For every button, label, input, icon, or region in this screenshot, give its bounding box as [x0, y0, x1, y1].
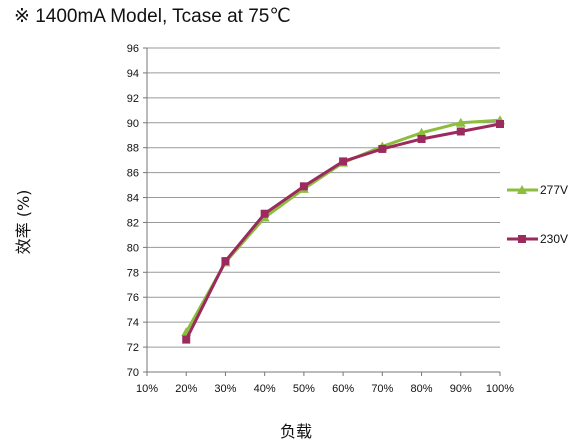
y-tick-label: 76 — [127, 292, 139, 304]
x-tick-label: 70% — [371, 383, 393, 395]
data-point — [299, 182, 308, 191]
legend: 277V 230V — [507, 183, 568, 246]
legend-item-230V: 230V — [507, 232, 568, 246]
x-tick-label: 100% — [486, 383, 514, 395]
legend-label: 230V — [540, 232, 568, 246]
x-tick-label: 30% — [214, 383, 236, 395]
y-tick-label: 86 — [127, 168, 139, 180]
x-tick-label: 20% — [175, 383, 197, 395]
y-tick-label: 74 — [127, 317, 139, 329]
x-tick-label: 50% — [293, 383, 315, 395]
legend-item-277V: 277V — [507, 183, 568, 197]
y-axis-label: 效率 (%) — [14, 189, 33, 255]
data-point — [182, 335, 191, 344]
legend-label: 277V — [540, 183, 568, 197]
data-point — [260, 209, 269, 218]
y-tick-label: 88 — [127, 143, 139, 155]
y-tick-labels: 70 72 74 76 78 80 82 84 86 88 90 92 94 96 — [127, 43, 139, 379]
x-tick-labels: 10% 20% 30% 40% 50% 60% 70% 80% 90% 100% — [136, 383, 514, 395]
x-axis-label: 负载 — [280, 422, 313, 441]
data-point — [455, 117, 466, 127]
axes — [143, 47, 501, 376]
x-tick-label: 90% — [450, 383, 472, 395]
data-point — [417, 134, 426, 143]
x-tick-label: 40% — [254, 383, 276, 395]
y-tick-label: 78 — [127, 267, 139, 279]
y-tick-label: 94 — [127, 68, 139, 80]
legend-marker — [517, 185, 527, 194]
y-tick-label: 84 — [127, 193, 139, 205]
legend-marker — [518, 235, 526, 243]
y-tick-label: 92 — [127, 93, 139, 105]
data-point — [221, 257, 230, 266]
y-tick-label: 72 — [127, 342, 139, 354]
y-tick-label: 70 — [127, 367, 139, 379]
y-tick-label: 80 — [127, 242, 139, 254]
series-277V — [181, 115, 505, 337]
data-point — [456, 127, 465, 136]
y-tick-label: 96 — [127, 43, 139, 55]
series-line — [184, 122, 501, 341]
x-tick-label: 80% — [411, 383, 433, 395]
gridlines — [147, 47, 500, 348]
x-tick-label: 60% — [332, 383, 354, 395]
x-tick-label: 10% — [136, 383, 158, 395]
data-point — [416, 127, 427, 137]
data-point — [496, 120, 504, 129]
data-point — [339, 157, 348, 166]
chart-title: ※ 1400mA Model, Tcase at 75℃ — [14, 6, 291, 27]
y-tick-label: 90 — [127, 118, 139, 130]
series-layer — [181, 115, 505, 344]
series-line — [184, 118, 501, 333]
data-point — [378, 144, 387, 153]
series-230V — [182, 120, 504, 344]
y-tick-label: 82 — [127, 217, 139, 229]
